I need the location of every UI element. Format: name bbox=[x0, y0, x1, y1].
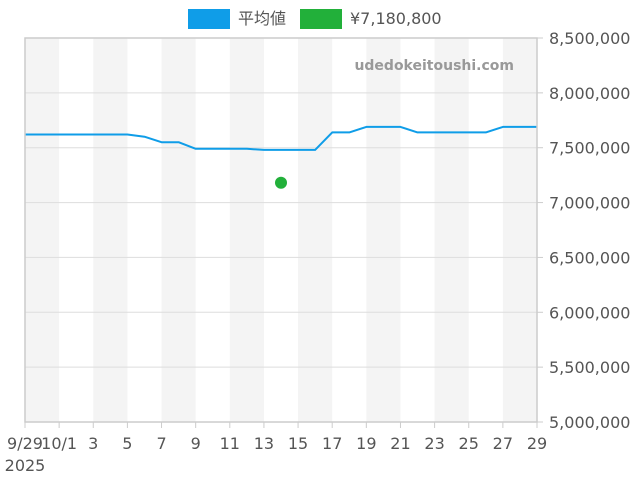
y-axis-labels: 8,500,000 8,000,000 7,500,000 7,000,000 6,50… bbox=[549, 29, 630, 432]
y-tick-label: 5,000,000 bbox=[549, 413, 630, 432]
y-tick-label: 6,000,000 bbox=[549, 303, 630, 322]
date-band bbox=[93, 38, 128, 422]
x-tick-label: 15 bbox=[288, 434, 308, 453]
date-band bbox=[434, 38, 469, 422]
legend-swatch-average[interactable] bbox=[188, 9, 230, 29]
date-band bbox=[25, 38, 60, 422]
legend-label-price[interactable]: ¥7,180,800 bbox=[350, 9, 442, 28]
legend-swatch-price[interactable] bbox=[300, 9, 342, 29]
x-tick-label: 27 bbox=[493, 434, 513, 453]
y-tick-label: 6,500,000 bbox=[549, 248, 630, 267]
x-tick-label: 10/1 bbox=[41, 434, 77, 453]
x-tick-label: 9 bbox=[191, 434, 201, 453]
x-tick-label: 19 bbox=[356, 434, 376, 453]
date-band bbox=[298, 38, 333, 422]
date-band bbox=[229, 38, 264, 422]
chart-legend: 平均値 ¥7,180,800 bbox=[0, 8, 640, 30]
axes bbox=[24, 37, 538, 428]
average-price-line bbox=[25, 125, 537, 151]
x-tick-label: 21 bbox=[390, 434, 410, 453]
y-tick-label: 5,500,000 bbox=[549, 358, 630, 377]
y-tick-label: 7,500,000 bbox=[549, 139, 630, 158]
background-bands bbox=[25, 38, 537, 422]
x-tick-label: 3 bbox=[88, 434, 98, 453]
x-tick-label: 9/29 bbox=[7, 434, 43, 453]
y-tick-label: 8,000,000 bbox=[549, 84, 630, 103]
plot-border bbox=[24, 37, 538, 423]
x-year-label: 2025 bbox=[5, 456, 46, 475]
x-tick-label: 13 bbox=[254, 434, 274, 453]
x-tick-label: 29 bbox=[527, 434, 547, 453]
date-band bbox=[161, 38, 196, 422]
current-price-point[interactable] bbox=[275, 176, 287, 189]
legend-label-average[interactable]: 平均値 bbox=[238, 9, 287, 28]
date-band bbox=[366, 38, 401, 422]
date-band bbox=[502, 38, 537, 422]
watermark: udedokeitoushi.com bbox=[354, 58, 514, 74]
x-tick-label: 25 bbox=[459, 434, 479, 453]
y-tick-label: 7,000,000 bbox=[549, 194, 630, 213]
x-tick-label: 7 bbox=[156, 434, 166, 453]
x-tick-label: 17 bbox=[322, 434, 342, 453]
x-tick-label: 5 bbox=[122, 434, 132, 453]
x-tick-label: 23 bbox=[424, 434, 444, 453]
x-tick-label: 11 bbox=[220, 434, 240, 453]
y-tick-label: 8,500,000 bbox=[549, 29, 630, 48]
